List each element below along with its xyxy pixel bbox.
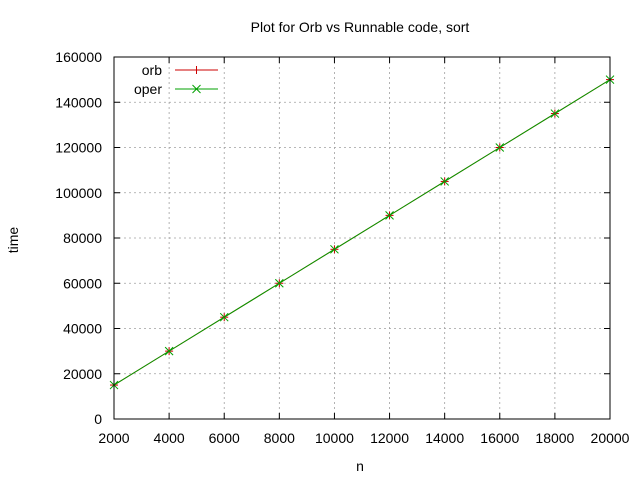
data-point-oper bbox=[219, 312, 229, 322]
x-tick-label: 2000 bbox=[98, 430, 129, 446]
y-tick-label: 120000 bbox=[55, 140, 102, 156]
legend-marker-oper bbox=[192, 84, 201, 94]
ticks: 2000 4000 6000 8000 10000 12000 14000 16000 1800… bbox=[55, 49, 629, 446]
x-tick-label: 18000 bbox=[535, 430, 574, 446]
data-point-oper bbox=[440, 177, 450, 186]
y-tick-label: 0 bbox=[94, 411, 102, 427]
y-tick-label: 20000 bbox=[63, 366, 102, 382]
legend-marker-orb bbox=[192, 66, 201, 74]
series-line-oper bbox=[113, 79, 611, 386]
legend-label-oper: oper bbox=[134, 81, 162, 97]
y-axis-title: time bbox=[5, 227, 21, 254]
y-tick-label: 80000 bbox=[63, 230, 102, 246]
x-tick-label: 12000 bbox=[370, 430, 409, 446]
x-tick-label: 14000 bbox=[425, 430, 464, 446]
x-tick-label: 6000 bbox=[209, 430, 240, 446]
x-tick-label: 16000 bbox=[480, 430, 519, 446]
data-point-oper bbox=[330, 244, 339, 254]
legend-label-orb: orb bbox=[142, 62, 162, 78]
x-tick-label: 4000 bbox=[154, 430, 185, 446]
x-tick-label: 10000 bbox=[315, 430, 354, 446]
x-tick-label: 8000 bbox=[264, 430, 295, 446]
series-oper bbox=[109, 75, 615, 390]
data-point-oper bbox=[385, 211, 394, 220]
chart-title: Plot for Orb vs Runnable code, sort bbox=[251, 19, 470, 35]
data-point-oper bbox=[495, 143, 505, 152]
data-point-oper bbox=[550, 109, 560, 118]
y-tick-label: 60000 bbox=[63, 275, 102, 291]
data-point-oper bbox=[164, 346, 174, 356]
y-tick-label: 100000 bbox=[55, 185, 102, 201]
data-point-oper bbox=[274, 278, 284, 288]
x-tick-label: 20000 bbox=[591, 430, 630, 446]
y-tick-label: 40000 bbox=[63, 321, 102, 337]
y-tick-label: 140000 bbox=[55, 94, 102, 110]
x-axis-title: n bbox=[356, 458, 364, 474]
y-tick-label: 160000 bbox=[55, 49, 102, 65]
legend: orb oper bbox=[134, 62, 218, 97]
